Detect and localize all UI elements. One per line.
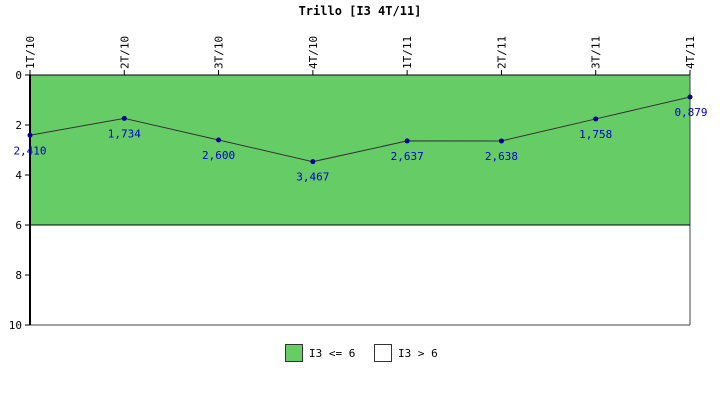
x-ticks: 1T/10 2T/10 3T/10 4T/10 1T/11 2T/11 3T/11 4T/11 bbox=[24, 36, 697, 75]
y-tick-label: 10 bbox=[9, 319, 22, 332]
chart-title: Trillo [I3 4T/11] bbox=[299, 4, 422, 18]
data-point bbox=[27, 132, 33, 138]
data-point bbox=[310, 159, 316, 165]
data-point bbox=[404, 138, 410, 144]
x-tick-label: 4T/10 bbox=[307, 36, 320, 69]
data-label: 2,638 bbox=[485, 150, 518, 163]
data-labels: 2,410 1,734 2,600 3,467 2,637 2,638 1,758 0,879 bbox=[13, 106, 707, 184]
legend-swatch-gt6 bbox=[374, 344, 392, 362]
series-line bbox=[29, 96, 691, 163]
band-0 bbox=[30, 75, 690, 225]
data-point bbox=[593, 116, 599, 122]
data-label: 1,734 bbox=[108, 127, 141, 140]
data-point bbox=[121, 115, 127, 121]
data-label: 0,879 bbox=[674, 106, 707, 119]
data-point bbox=[687, 94, 693, 100]
y-tick-label: 0 bbox=[15, 69, 22, 82]
legend-item-gt6: I3 > 6 bbox=[374, 344, 438, 362]
data-label: 2,637 bbox=[391, 150, 424, 163]
x-tick-label: 1T/10 bbox=[24, 36, 37, 69]
y-tick-label: 8 bbox=[15, 269, 22, 282]
x-tick-label: 3T/11 bbox=[590, 36, 603, 69]
data-label: 2,600 bbox=[202, 149, 235, 162]
band-1 bbox=[30, 225, 690, 325]
legend-item-le6: I3 <= 6 bbox=[285, 344, 355, 362]
legend-label-gt6: I3 > 6 bbox=[398, 346, 438, 360]
y-ticks: 0 2 4 6 8 10 bbox=[9, 69, 30, 332]
data-point bbox=[498, 138, 504, 144]
series bbox=[27, 94, 693, 165]
x-tick-label: 2T/11 bbox=[495, 36, 508, 69]
data-point bbox=[216, 137, 222, 143]
x-tick-label: 2T/10 bbox=[118, 36, 131, 69]
data-label: 1,758 bbox=[579, 128, 612, 141]
x-tick-label: 3T/10 bbox=[213, 36, 226, 69]
y-tick-label: 4 bbox=[15, 169, 22, 182]
data-label: 2,410 bbox=[13, 144, 46, 157]
y-tick-label: 2 bbox=[15, 119, 22, 132]
x-tick-label: 4T/11 bbox=[684, 36, 697, 69]
legend-label-le6: I3 <= 6 bbox=[309, 346, 356, 360]
legend: I3 <= 6 I3 > 6 bbox=[0, 344, 720, 368]
y-tick-label: 6 bbox=[15, 219, 22, 232]
axes bbox=[29, 74, 691, 326]
bands bbox=[30, 75, 690, 325]
x-tick-label: 1T/11 bbox=[401, 36, 414, 69]
legend-swatch-le6 bbox=[285, 344, 303, 362]
data-label: 3,467 bbox=[296, 171, 329, 184]
